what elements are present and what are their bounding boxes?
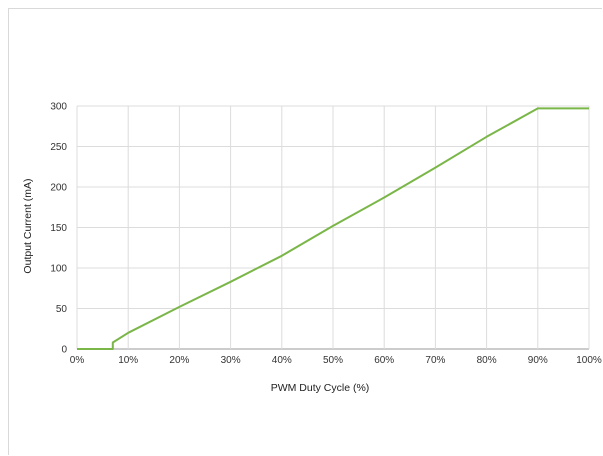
y-axis-label: Output Current (mA)	[22, 178, 34, 273]
x-tick-label: 20%	[169, 355, 189, 366]
x-tick-label: 100%	[576, 355, 602, 366]
grid	[76, 105, 590, 350]
x-tick-label: 40%	[272, 355, 292, 366]
chart-frame	[8, 8, 602, 455]
series-layer	[77, 107, 589, 350]
y-tick-labels: 0 50 100 150 200 250 300	[50, 102, 67, 356]
x-tick-label: 50%	[323, 355, 343, 366]
y-tick-label: 200	[50, 183, 67, 194]
x-axis-label: PWM Duty Cycle (%)	[271, 382, 370, 394]
x-tick-label: 80%	[477, 355, 497, 366]
y-tick-label: 50	[56, 304, 68, 315]
x-tick-label: 10%	[118, 355, 138, 366]
y-tick-label: 250	[50, 142, 67, 153]
y-tick-label: 0	[61, 345, 67, 356]
y-tick-label: 150	[50, 223, 67, 234]
x-tick-labels: 0% 10% 20% 30% 40% 50% 60% 70% 80% 90% 100%	[70, 355, 602, 366]
x-tick-label: 60%	[374, 355, 394, 366]
x-tick-label: 30%	[221, 355, 241, 366]
y-tick-label: 100	[50, 264, 67, 275]
x-tick-label: 0%	[70, 355, 85, 366]
series-line	[77, 107, 589, 350]
x-tick-label: 70%	[425, 355, 445, 366]
x-tick-label: 90%	[528, 355, 548, 366]
y-tick-label: 300	[50, 102, 67, 113]
